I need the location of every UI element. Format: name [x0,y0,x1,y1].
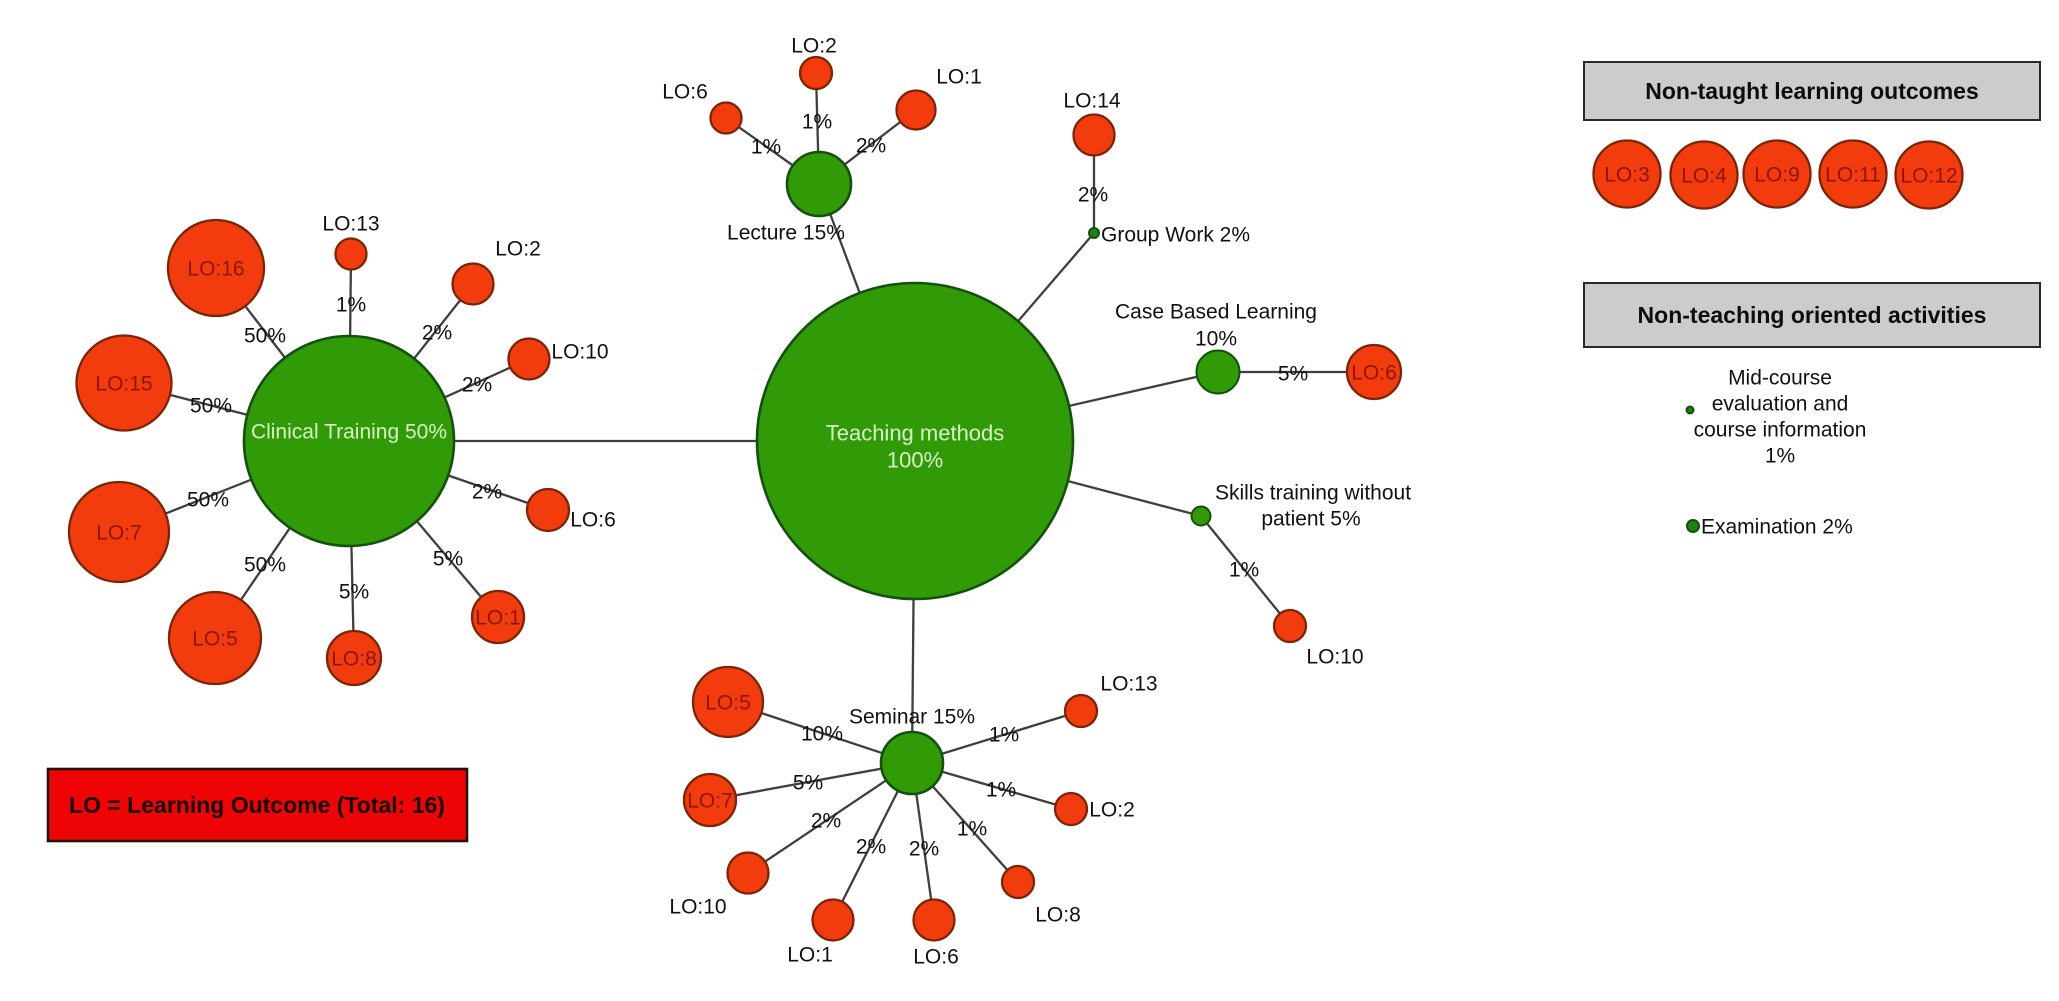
svg-text:LO:10: LO:10 [551,340,608,363]
svg-text:LO = Learning Outcome (Total:: LO = Learning Outcome (Total: 16) [69,792,445,818]
svg-text:LO:6: LO:6 [662,80,708,103]
svg-text:5%: 5% [339,580,369,603]
svg-text:LO:7: LO:7 [687,789,733,812]
svg-text:1%: 1% [957,817,987,840]
svg-text:LO:6: LO:6 [913,945,959,968]
svg-text:2%: 2% [422,321,452,344]
svg-text:5%: 5% [793,771,823,794]
svg-text:Clinical Training 50%: Clinical Training 50% [251,420,447,443]
svg-text:Non-taught learning outcomes: Non-taught learning outcomes [1645,78,1979,104]
svg-text:50%: 50% [244,553,286,576]
svg-text:1%: 1% [1765,444,1795,467]
svg-text:LO:1: LO:1 [936,65,982,88]
svg-text:50%: 50% [187,488,229,511]
svg-text:1%: 1% [751,135,781,158]
svg-text:1%: 1% [1229,558,1259,581]
svg-text:50%: 50% [190,394,232,417]
svg-text:evaluation and: evaluation and [1712,392,1849,415]
svg-text:50%: 50% [244,324,286,347]
svg-text:LO:11: LO:11 [1825,163,1881,186]
svg-text:5%: 5% [1278,362,1308,385]
svg-text:LO:2: LO:2 [495,237,541,260]
svg-text:LO:16: LO:16 [187,257,244,280]
svg-text:Case Based Learning: Case Based Learning [1115,300,1317,323]
svg-text:Non-teaching oriented activiti: Non-teaching oriented activities [1638,302,1987,328]
svg-text:LO:7: LO:7 [96,521,142,544]
svg-text:LO:14: LO:14 [1063,89,1121,112]
svg-text:LO:15: LO:15 [95,372,152,395]
svg-text:Examination 2%: Examination 2% [1701,515,1853,538]
svg-text:LO:10: LO:10 [669,895,726,918]
svg-text:patient 5%: patient 5% [1261,507,1360,530]
svg-text:2%: 2% [856,134,886,157]
svg-text:2%: 2% [1078,183,1108,206]
svg-text:LO:2: LO:2 [791,34,837,57]
svg-text:2%: 2% [856,835,886,858]
svg-text:LO:6: LO:6 [1351,361,1397,384]
svg-text:Skills training without: Skills training without [1215,481,1411,504]
svg-text:100%: 100% [887,448,943,473]
svg-text:2%: 2% [909,837,939,860]
svg-text:course information: course information [1694,418,1867,441]
svg-text:LO:5: LO:5 [705,691,751,714]
svg-text:LO:8: LO:8 [331,647,377,670]
svg-text:LO:13: LO:13 [1100,672,1157,695]
svg-text:10%: 10% [801,722,843,745]
svg-text:LO:2: LO:2 [1089,798,1135,821]
svg-text:Lecture 15%: Lecture 15% [727,221,845,244]
svg-text:LO:9: LO:9 [1754,163,1800,186]
svg-text:LO:10: LO:10 [1306,645,1363,668]
svg-text:1%: 1% [802,110,832,133]
svg-text:2%: 2% [462,373,492,396]
svg-text:2%: 2% [472,480,502,503]
svg-text:LO:6: LO:6 [570,508,616,531]
svg-text:Group Work 2%: Group Work 2% [1101,223,1250,246]
svg-text:LO:1: LO:1 [787,943,833,966]
svg-text:LO:8: LO:8 [1035,903,1081,926]
svg-text:10%: 10% [1195,327,1237,350]
svg-text:LO:1: LO:1 [475,606,521,629]
svg-text:Teaching methods: Teaching methods [826,421,1005,446]
svg-text:LO:13: LO:13 [322,212,379,235]
svg-text:5%: 5% [433,547,463,570]
svg-text:2%: 2% [811,809,841,832]
svg-text:Seminar 15%: Seminar 15% [849,705,975,728]
svg-text:LO:3: LO:3 [1604,163,1650,186]
svg-text:LO:4: LO:4 [1681,164,1727,187]
svg-text:LO:5: LO:5 [192,627,238,650]
svg-text:Mid-course: Mid-course [1728,366,1832,389]
svg-text:LO:12: LO:12 [1900,164,1957,187]
svg-text:1%: 1% [336,293,366,316]
svg-text:1%: 1% [989,723,1019,746]
svg-text:1%: 1% [986,778,1016,801]
